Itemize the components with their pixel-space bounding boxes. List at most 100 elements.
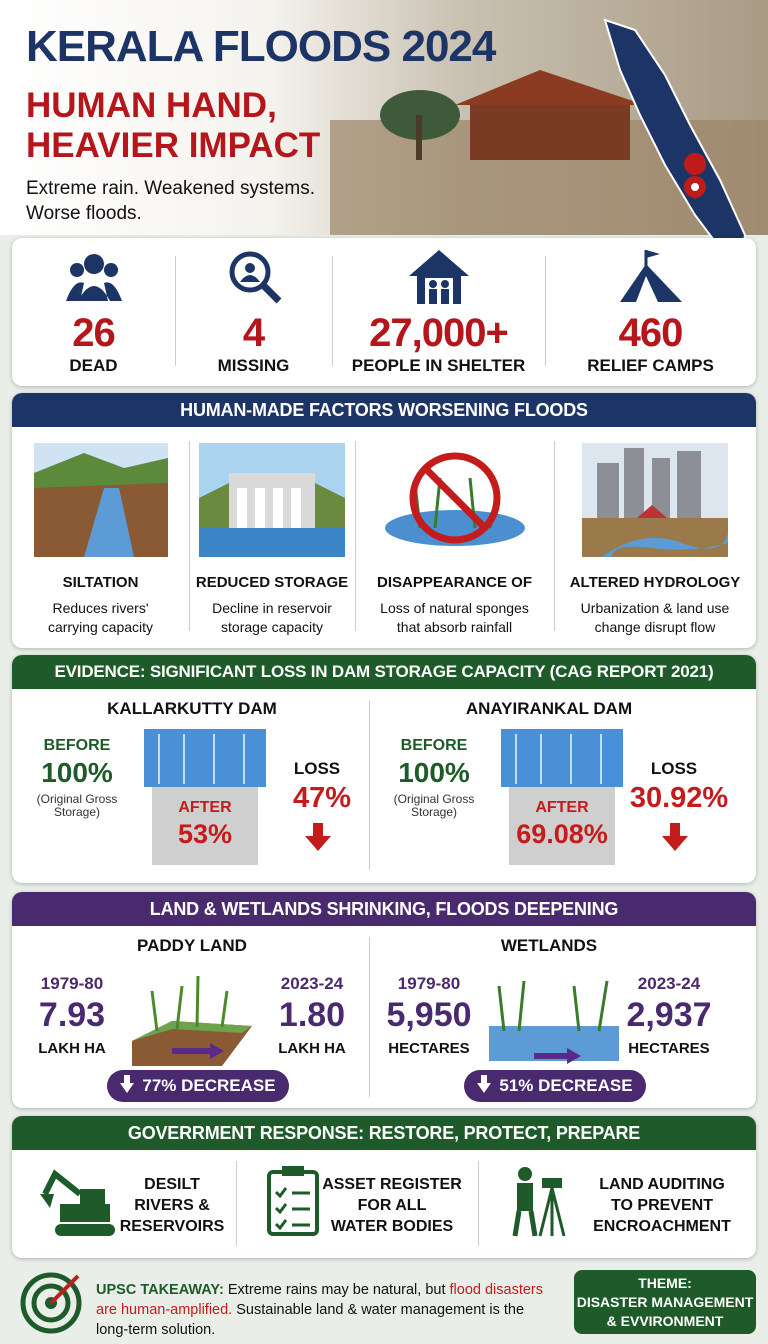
subtitle: HUMAN HAND, HEAVIER IMPACT: [26, 86, 320, 166]
response-line: ENCROACHMENT: [593, 1218, 731, 1235]
loss-value: 30.92%: [629, 782, 729, 814]
shelter-icon: [408, 250, 469, 304]
dam-panel: KALLARKUTTY DAM BEFORE 100% (Original Gross…: [22, 689, 362, 879]
response-line: LAND AUDITING: [599, 1176, 725, 1193]
from-unit: LAKH HA: [38, 1040, 106, 1057]
before-value: 100%: [41, 757, 113, 788]
from-year: 1979-80: [397, 974, 461, 993]
desc-line: change disrupt flow: [594, 619, 716, 635]
panel-name: PADDY LAND: [137, 936, 247, 955]
from-unit: HECTARES: [388, 1040, 470, 1057]
response-item: LAND AUDITING TO PREVENT ENCROACHMENT: [577, 1174, 747, 1237]
takeaway-highlight: flood disasters are human-amplified.: [96, 1282, 544, 1318]
response-card: GOVERRMENT RESPONSE: RESTORE, PROTECT, P…: [12, 1116, 756, 1258]
theme-line: DISASTER MANAGEMENT: [576, 1294, 754, 1310]
loss-label: LOSS: [650, 759, 698, 778]
loss-value: 47%: [292, 782, 352, 814]
before-note: (Original Gross Storage): [36, 792, 118, 819]
theme-line: THEME:: [638, 1275, 692, 1291]
factor-desc: Decline in reservoir storage capacity: [189, 599, 355, 637]
factor-name: SILTATION: [62, 574, 139, 591]
wetland-image: [384, 452, 525, 546]
from-value: 7.93: [38, 996, 106, 1034]
response-item: ASSET REGISTER FOR ALL WATER BODIES: [317, 1174, 467, 1237]
dam-name: KALLARKUTTY DAM: [107, 699, 277, 718]
land-graphic: [489, 971, 619, 1076]
stat-label: DEAD: [69, 356, 118, 375]
dam-image: [199, 443, 345, 557]
takeaway: UPSC TAKEAWAY: Extreme rains may be natu…: [96, 1280, 546, 1340]
takeaway-text: Sustainable land & water management is t…: [96, 1302, 525, 1338]
theme-line: & EVVIRONMENT: [606, 1313, 724, 1329]
to-value: 1.80: [278, 996, 346, 1034]
desc-line: Loss of natural sponges: [380, 600, 529, 616]
loss-label: LOSS: [293, 759, 341, 778]
down-arrow: [662, 823, 688, 856]
factors-card: HUMAN-MADE FACTORS WORSENING FLOODS SILT…: [12, 393, 756, 648]
stat: 4 MISSING: [175, 238, 332, 376]
people-icon: [65, 254, 122, 301]
stat: 460 RELIEF CAMPS: [545, 238, 756, 376]
checklist-icon: [267, 1166, 319, 1236]
factor-name: DISAPPEARANCE OF: [376, 574, 533, 591]
urban-image: [582, 443, 728, 557]
stats-card: 26 DEAD 4 MISSING 27,000+ PEOPLE IN SHEL…: [12, 238, 756, 386]
stat-label: MISSING: [217, 356, 290, 375]
down-arrow: [305, 823, 331, 856]
before-label: BEFORE: [43, 737, 111, 754]
decrease-text: 77% DECREASE: [142, 1076, 276, 1095]
to-year: 2023-24: [280, 974, 344, 993]
factor-name: REDUCED STORAGE: [195, 574, 349, 591]
before-note: (Original Gross Storage): [393, 792, 475, 819]
response-item: DESILT RIVERS & RESERVOIRS: [112, 1174, 232, 1237]
response-line: RESERVOIRS: [119, 1218, 225, 1235]
response-line: WATER BODIES: [330, 1218, 454, 1235]
dam-panel: ANAYIRANKAL DAM BEFORE 100% (Original Gross…: [379, 689, 728, 879]
land-graphic: [132, 971, 252, 1076]
before-label: BEFORE: [400, 737, 468, 754]
to-value: 2,937: [626, 996, 712, 1034]
decrease-pill: 77% DECREASE: [107, 1070, 289, 1102]
takeaway-label: UPSC TAKEAWAY:: [96, 1282, 224, 1298]
section-title: GOVERRMENT RESPONSE: RESTORE, PROTECT, P…: [12, 1116, 756, 1150]
siltation-image: [33, 443, 168, 557]
response-line: ASSET REGISTER: [322, 1176, 462, 1193]
desc-line: Reduces rivers': [52, 600, 149, 616]
down-arrow: [120, 1074, 135, 1098]
tagline-line: Worse floods.: [26, 203, 142, 224]
section-title: EVIDENCE: SIGNIFICANT LOSS IN DAM STORAG…: [12, 655, 756, 689]
stat: 26 DEAD: [12, 238, 175, 376]
section-title: LAND & WETLANDS SHRINKING, FLOODS DEEPEN…: [12, 892, 756, 926]
response-line: TO PREVENT: [611, 1197, 713, 1214]
header: KERALA FLOODS 2024 HUMAN HAND, HEAVIER I…: [0, 0, 768, 267]
to-unit: HECTARES: [628, 1040, 710, 1057]
tagline-line: Extreme rain. Weakened systems.: [26, 178, 315, 199]
factor-name: ALTERED HYDROLOGY: [569, 574, 741, 591]
stat: 27,000+ PEOPLE IN SHELTER: [332, 238, 545, 376]
search-icon: [229, 251, 281, 304]
dam-name: ANAYIRANKAL DAM: [465, 699, 633, 718]
to-year: 2023-24: [637, 974, 701, 993]
after-value: 69.08%: [516, 819, 608, 849]
stat-label: PEOPLE IN SHELTER: [351, 356, 526, 375]
to-unit: LAKH HA: [278, 1040, 346, 1057]
dam-graphic: [144, 729, 266, 870]
factor: SILTATION Reduces rivers' carrying capaci…: [12, 443, 189, 637]
tagline: Extreme rain. Weakened systems. Worse fl…: [26, 176, 315, 226]
after-value: 53%: [177, 819, 233, 849]
factor: DISAPPEARANCE OF Loss of natural sponges…: [355, 443, 554, 637]
from-value: 5,950: [386, 996, 472, 1034]
land-panel: PADDY LAND 1979-80 7.93 LAKH HA 2023-24 1.80 L…: [22, 926, 362, 1106]
desc-line: Decline in reservoir: [212, 600, 332, 616]
after-label: AFTER: [535, 799, 589, 816]
response-line: FOR ALL: [357, 1197, 427, 1214]
stat-value: 27,000+: [369, 311, 509, 355]
surveyor-icon: [512, 1167, 566, 1237]
factor: REDUCED STORAGE Decline in reservoir stor…: [189, 443, 355, 637]
stat-value: 26: [72, 311, 116, 355]
factor-desc: Reduces rivers' carrying capacity: [12, 599, 189, 637]
title: KERALA FLOODS 2024: [26, 22, 496, 71]
evidence-card: EVIDENCE: SIGNIFICANT LOSS IN DAM STORAG…: [12, 655, 756, 883]
factor-desc: Loss of natural sponges that absorb rainf…: [355, 599, 554, 637]
